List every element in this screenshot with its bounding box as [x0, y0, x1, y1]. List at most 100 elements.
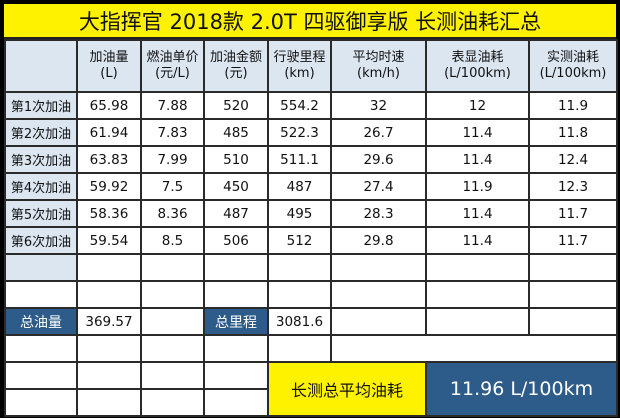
header-corner	[4, 39, 78, 93]
empty-cell	[76, 280, 142, 309]
row-label: 第6次加油	[4, 226, 78, 255]
cell: 61.94	[76, 118, 142, 147]
empty-row	[4, 280, 618, 309]
cell: 32	[330, 91, 427, 120]
empty-row	[4, 334, 618, 363]
cell: 11.9	[528, 91, 618, 120]
cell: 8.5	[140, 226, 205, 255]
summary-value: 11.96 L/100km	[425, 361, 618, 417]
row-label: 第3次加油	[4, 145, 78, 174]
cell: 11.9	[425, 172, 530, 201]
empty-cell	[4, 280, 78, 309]
cell: 554.2	[267, 91, 332, 120]
empty-cell	[528, 307, 618, 336]
cell: 28.3	[330, 199, 427, 228]
cell: 8.36	[140, 199, 205, 228]
row-label: 第1次加油	[4, 91, 78, 120]
header-unit-price: 燃油单价 (元/L)	[140, 39, 205, 93]
table-row: 第1次加油 65.98 7.88 520 554.2 32 12 11.9	[4, 91, 618, 120]
empty-cell	[4, 334, 78, 363]
summary-label: 长测总平均油耗	[267, 361, 427, 417]
empty-cell	[528, 280, 618, 309]
cell: 12.4	[528, 145, 618, 174]
cell: 7.83	[140, 118, 205, 147]
header-amount: 加油金额 (元)	[203, 39, 269, 93]
cell: 495	[267, 199, 332, 228]
table-row: 第3次加油 63.83 7.99 510 511.1 29.6 11.4 12.…	[4, 145, 618, 174]
cell: 487	[203, 199, 269, 228]
row-label: 第4次加油	[4, 172, 78, 201]
cell: 450	[203, 172, 269, 201]
empty-cell	[76, 388, 142, 417]
header-fuel-volume: 加油量 (L)	[76, 39, 142, 93]
header-avg-speed: 平均时速 (km/h)	[330, 39, 427, 93]
cell: 11.4	[425, 199, 530, 228]
cell: 11.7	[528, 226, 618, 255]
empty-cell	[76, 334, 142, 363]
cell: 11.4	[425, 226, 530, 255]
cell: 65.98	[76, 91, 142, 120]
empty-row	[4, 388, 617, 417]
cell: 485	[203, 118, 269, 147]
empty-cell	[140, 253, 205, 282]
total-fuel-label: 总油量	[4, 307, 78, 336]
empty-cell	[203, 361, 269, 390]
row-label: 第2次加油	[4, 118, 78, 147]
cell: 26.7	[330, 118, 427, 147]
cell: 11.4	[425, 145, 530, 174]
table-row: 第6次加油 59.54 8.5 506 512 29.8 11.4 11.7	[4, 226, 618, 255]
header-measured-consumption: 实测油耗 (L/100km)	[528, 39, 618, 93]
cell: 510	[203, 145, 269, 174]
empty-cell	[425, 307, 530, 336]
cell: 522.3	[267, 118, 332, 147]
fuel-table: 加油量 (L) 燃油单价 (元/L) 加油金额 (元) 行驶里程 (km) 平均时速 (k…	[4, 39, 618, 417]
cell: 11.7	[528, 199, 618, 228]
summary-row: 长测总平均油耗 11.96 L/100km	[4, 361, 618, 417]
cell: 58.36	[76, 199, 142, 228]
cell: 12.3	[528, 172, 618, 201]
total-distance-value: 3081.6	[267, 307, 332, 336]
empty-cell	[528, 253, 618, 282]
empty-cell	[4, 253, 78, 282]
empty-cell	[425, 253, 530, 282]
cell: 487	[267, 172, 332, 201]
cell: 11.4	[425, 118, 530, 147]
cell: 12	[425, 91, 530, 120]
cell: 59.54	[76, 226, 142, 255]
header-distance: 行驶里程 (km)	[267, 39, 332, 93]
empty-cell	[76, 253, 142, 282]
empty-cell	[267, 334, 332, 363]
row-label: 第5次加油	[4, 199, 78, 228]
cell: 512	[267, 226, 332, 255]
cell: 11.8	[528, 118, 618, 147]
empty-cell	[330, 280, 427, 309]
empty-cell	[203, 253, 269, 282]
fuel-summary-sheet: 大指挥官 2018款 2.0T 四驱御享版 长测油耗汇总 加油量 (L) 燃油单价…	[4, 4, 618, 417]
cell: 506	[203, 226, 269, 255]
cell: 63.83	[76, 145, 142, 174]
cell: 520	[203, 91, 269, 120]
empty-cell	[267, 280, 332, 309]
table-row: 第5次加油 58.36 8.36 487 495 28.3 11.4 11.7	[4, 199, 618, 228]
table-row: 第2次加油 61.94 7.83 485 522.3 26.7 11.4 11.…	[4, 118, 618, 147]
header-displayed-consumption: 表显油耗 (L/100km)	[425, 39, 530, 93]
empty-cell	[203, 334, 269, 363]
cell: 7.99	[140, 145, 205, 174]
cell: 7.88	[140, 91, 205, 120]
cell: 59.92	[76, 172, 142, 201]
total-fuel-value: 369.57	[76, 307, 142, 336]
empty-cell	[330, 307, 427, 336]
cell: 29.6	[330, 145, 427, 174]
empty-cell	[203, 280, 269, 309]
empty-cell	[330, 253, 427, 282]
cell: 29.8	[330, 226, 427, 255]
empty-row	[4, 253, 618, 282]
total-distance-label: 总里程	[203, 307, 269, 336]
empty-cell	[140, 307, 205, 336]
cell: 511.1	[267, 145, 332, 174]
empty-cell	[140, 334, 205, 363]
empty-cell	[203, 388, 269, 417]
empty-cell	[425, 280, 530, 309]
empty-cell	[140, 388, 205, 417]
header-row: 加油量 (L) 燃油单价 (元/L) 加油金额 (元) 行驶里程 (km) 平均时速 (k…	[4, 39, 618, 93]
